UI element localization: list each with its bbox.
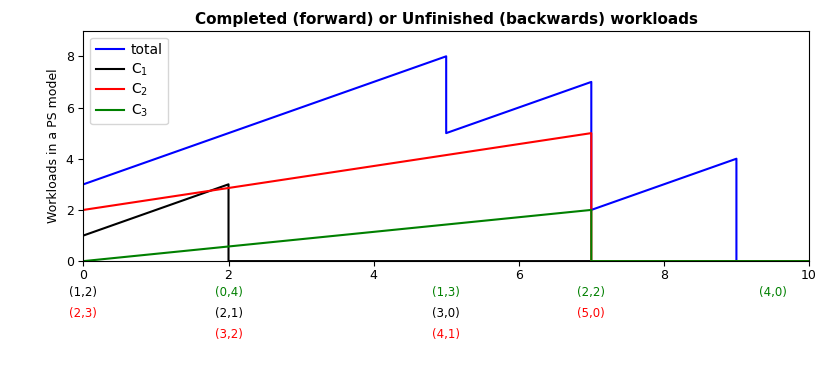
Text: (4,1): (4,1)	[432, 328, 460, 341]
Text: (3,0): (3,0)	[432, 307, 460, 320]
Y-axis label: Workloads in a PS model: Workloads in a PS model	[48, 69, 60, 223]
Text: (2,3): (2,3)	[69, 307, 98, 320]
Text: (2,1): (2,1)	[214, 307, 243, 320]
Text: (5,0): (5,0)	[577, 307, 605, 320]
Title: Completed (forward) or Unfinished (backwards) workloads: Completed (forward) or Unfinished (backw…	[194, 12, 698, 27]
Text: (2,2): (2,2)	[577, 286, 605, 299]
Text: (3,2): (3,2)	[214, 328, 243, 341]
Legend: total, C$_1$, C$_2$, C$_3$: total, C$_1$, C$_2$, C$_3$	[90, 38, 168, 124]
Text: (1,2): (1,2)	[69, 286, 98, 299]
Text: (0,4): (0,4)	[214, 286, 243, 299]
Text: (4,0): (4,0)	[759, 286, 786, 299]
Text: (1,3): (1,3)	[432, 286, 460, 299]
